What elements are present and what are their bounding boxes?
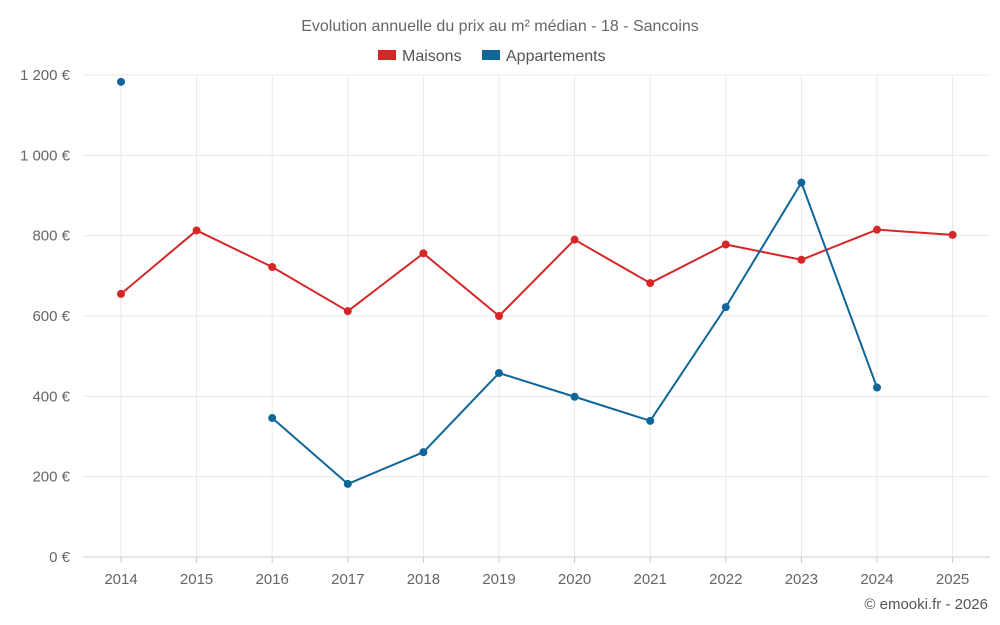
legend-swatch xyxy=(482,50,500,60)
x-axis: 2014 2015 2016 2017 2018 2019 2020 2021 2022 2023… xyxy=(83,556,990,588)
data-point xyxy=(495,369,503,378)
credit-text: © emooki.fr - 2026 xyxy=(864,596,988,613)
y-tick-label: 600 € xyxy=(32,308,70,325)
data-point xyxy=(570,392,579,401)
data-point xyxy=(570,235,579,244)
series-line xyxy=(120,228,953,317)
y-axis: 0 € 200 € 400 € 600 € 800 € 1 000 € 1 200 € xyxy=(20,67,71,566)
data-point xyxy=(268,262,277,271)
x-tick-label: 2020 xyxy=(558,571,591,588)
data-point xyxy=(419,249,428,258)
y-tick-label: 800 € xyxy=(32,228,70,245)
data-point xyxy=(117,289,125,298)
data-point xyxy=(873,383,881,392)
series-maisons xyxy=(117,225,957,320)
y-tick-label: 200 € xyxy=(32,469,70,486)
data-point xyxy=(117,77,125,86)
data-point xyxy=(721,240,730,249)
series-appartements xyxy=(117,77,881,488)
data-point xyxy=(797,255,806,264)
x-tick-label: 2017 xyxy=(331,571,364,588)
chart-title: Evolution annuelle du prix au m² médian … xyxy=(301,18,699,35)
data-point xyxy=(873,225,881,234)
data-point xyxy=(721,303,730,312)
data-point xyxy=(948,230,957,239)
x-tick-label: 2018 xyxy=(407,571,440,588)
y-tick-label: 1 200 € xyxy=(20,67,71,84)
legend-label: Appartements xyxy=(506,48,606,65)
data-point xyxy=(343,479,352,488)
data-point xyxy=(192,226,201,235)
data-point xyxy=(646,279,655,288)
y-tick-label: 0 € xyxy=(49,549,71,566)
legend-label: Maisons xyxy=(402,48,462,65)
legend-swatch xyxy=(378,50,396,60)
data-point xyxy=(495,312,503,320)
x-tick-label: 2014 xyxy=(104,571,137,588)
x-tick-label: 2025 xyxy=(936,571,969,588)
x-tick-label: 2015 xyxy=(180,571,213,588)
x-tick-label: 2022 xyxy=(709,571,742,588)
y-tick-label: 1 000 € xyxy=(20,147,71,164)
x-tick-label: 2016 xyxy=(256,571,289,588)
data-point xyxy=(646,416,655,425)
y-tick-label: 400 € xyxy=(32,388,70,405)
x-tick-label: 2019 xyxy=(482,571,515,588)
data-point xyxy=(797,178,806,187)
data-point xyxy=(343,307,352,316)
data-point xyxy=(419,448,428,457)
x-tick-label: 2024 xyxy=(860,571,893,588)
x-tick-label: 2023 xyxy=(785,571,818,588)
grid xyxy=(83,74,990,557)
x-tick-label: 2021 xyxy=(634,571,667,588)
series-group xyxy=(117,77,957,488)
legend: Maisons Appartements xyxy=(378,48,606,65)
data-point xyxy=(268,414,277,423)
